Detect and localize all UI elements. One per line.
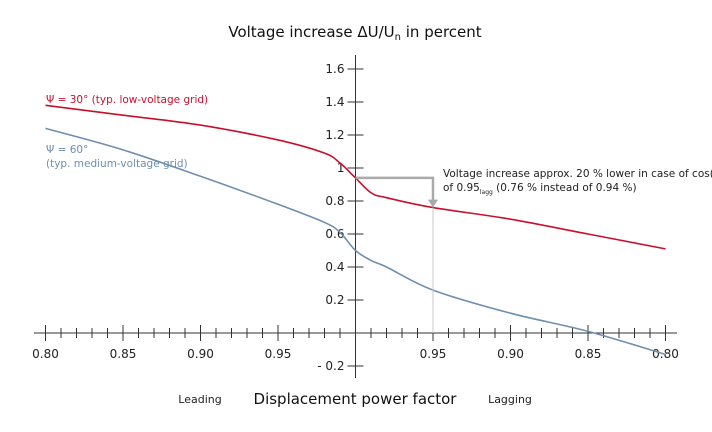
legend-series-1: Ψ = 30° (typ. low-voltage grid) (46, 94, 208, 106)
lagging-label: Lagging (488, 393, 532, 406)
annotation-line1: Voltage increase approx. 20 % lower in c… (443, 168, 712, 180)
annotation-line2: of 0.95lagg (0.76 % instead of 0.94 %) (443, 182, 637, 196)
x-tick-label-lagging: 0.90 (497, 347, 524, 361)
x-axis-label: Displacement power factor (254, 390, 458, 408)
y-tick-label: 1 (337, 161, 345, 175)
arrow-head-icon (428, 199, 438, 208)
y-tick-label: 1.4 (325, 95, 344, 109)
y-tick-label: 0.8 (325, 194, 344, 208)
x-tick-label-leading: 0.90 (187, 347, 214, 361)
legend-series-2-line2: (typ. medium-voltage grid) (46, 158, 188, 170)
legend-series-2: Ψ = 60° (46, 144, 88, 156)
x-tick-label-leading: 0.80 (32, 347, 59, 361)
y-tick-label: - 0.2 (317, 359, 344, 373)
y-tick-label: 0.2 (325, 293, 344, 307)
x-tick-label-lagging: 0.95 (420, 347, 447, 361)
y-tick-label: 1.6 (325, 62, 344, 76)
ticks: 0.80 0.85 0.90 0.95 0.95 0.90 0.85 0.801.61.41.… (32, 62, 679, 373)
y-tick-label: 0.4 (325, 260, 344, 274)
x-tick-label-leading: 0.85 (110, 347, 137, 361)
x-tick-label-leading: 0.95 (265, 347, 292, 361)
series-line-2 (45, 127, 666, 356)
leading-label: Leading (178, 393, 221, 406)
y-tick-label: 1.2 (325, 128, 344, 142)
chart-title: Voltage increase ΔU/Un in percent (228, 23, 481, 43)
y-tick-label: 0.6 (325, 227, 344, 241)
annotation-arrow (355, 176, 438, 333)
axes (34, 55, 677, 378)
x-tick-label-lagging: 0.85 (575, 347, 602, 361)
annotation-arrow-line (355, 176, 435, 201)
